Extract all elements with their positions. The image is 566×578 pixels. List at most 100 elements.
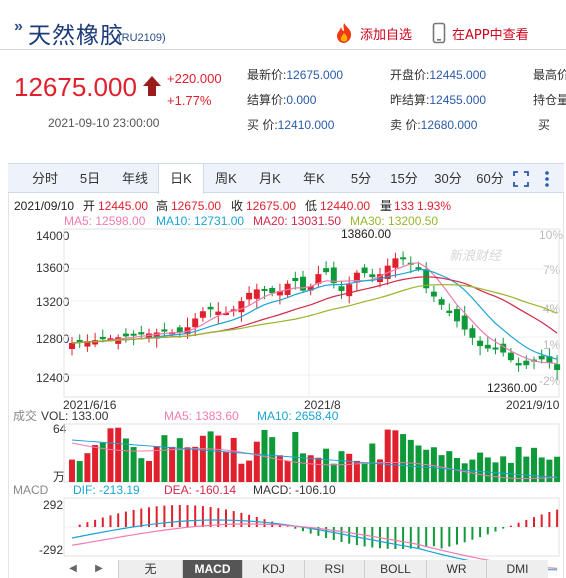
candle-body [323, 268, 330, 273]
candle-body [477, 340, 484, 347]
quote-item-prev-settle: 昨结算:12455.000 [390, 93, 487, 107]
indicator-tab-macd[interactable]: MACD [182, 560, 242, 578]
candle-body [269, 288, 276, 294]
macd-bar [155, 506, 158, 527]
macd-bar [540, 514, 543, 527]
indicator-tab-dmi[interactable]: DMI [486, 560, 548, 578]
tab-30min[interactable]: 30分 [434, 171, 462, 186]
macd-bar [163, 505, 166, 527]
contract-code: (RU2109) [118, 32, 166, 44]
volume-bar [377, 459, 383, 482]
volume-bar [323, 448, 330, 482]
kline-info-vol-label: 量 [380, 199, 392, 213]
price-change: +220.000 [167, 71, 222, 86]
scroll-left-arrow-icon[interactable]: ◀ [69, 563, 77, 574]
macd-bar [509, 525, 512, 527]
volume-ma5: MA5: 1383.60 [164, 409, 239, 423]
volume-bar [315, 457, 322, 482]
macd-bar [109, 515, 112, 527]
tab-60min[interactable]: 60分 [476, 171, 504, 186]
candle-body [107, 338, 114, 341]
candle-body [300, 276, 306, 291]
candle-body [176, 327, 183, 333]
macd-bar [432, 527, 435, 547]
candle-body [369, 274, 376, 278]
volume-vol: VOL: 133.00 [41, 409, 109, 423]
macd-bar [117, 513, 120, 527]
tab-15min[interactable]: 15分 [390, 171, 418, 186]
volume-bar [477, 452, 484, 482]
scroll-right-arrow-icon[interactable]: ▶ [95, 563, 103, 574]
macd-bar [517, 522, 520, 527]
view-in-app-button[interactable]: 在APP中查看 [432, 22, 529, 44]
fullscreen-icon[interactable] [512, 170, 530, 188]
kline-info-open-label: 开 [83, 199, 95, 213]
tab-weekly-k[interactable]: 周K [215, 171, 237, 186]
macd-bar [94, 519, 97, 527]
macd-bar [425, 527, 428, 548]
add-favorite-button[interactable]: 添加自选 [334, 22, 412, 44]
volume-bar [276, 455, 283, 482]
macd-bar [294, 527, 297, 529]
kline-chart[interactable]: 2021/09/10 开 12445.00 高 12675.00 收 12675… [9, 193, 565, 578]
macd-bar [394, 527, 397, 549]
volume-y-unit: 万 [53, 470, 65, 484]
macd-bar [386, 527, 389, 549]
tab-intraday[interactable]: 分时 [31, 171, 58, 186]
macd-bar [402, 527, 405, 549]
candle-body [554, 364, 561, 371]
view-in-app-label: 在APP中查看 [452, 27, 529, 43]
kline-plot-frame [63, 228, 560, 398]
macd-bar [171, 505, 174, 527]
price-up-arrow-icon [143, 76, 161, 96]
candle-body [446, 310, 453, 314]
macd-bar [525, 519, 528, 527]
phone-icon [432, 22, 446, 44]
indicator-tab-kdj[interactable]: KDJ [242, 560, 304, 578]
volume-bar [92, 445, 99, 482]
macd-bar [209, 506, 212, 527]
ma20-legend: MA20: 13031.50 [253, 214, 341, 228]
y-tick-12400: 12400 [36, 371, 70, 385]
macd-bar [240, 512, 243, 527]
indicator-tab-wr[interactable]: WR [426, 560, 486, 578]
volume-bar [223, 451, 229, 482]
candle-body [392, 258, 399, 268]
macd-bar [148, 507, 150, 527]
volume-bar [153, 446, 160, 482]
max-price-label: 13860.00 [341, 227, 391, 241]
candle-body [315, 274, 322, 284]
indicator-tab-none[interactable]: 无 [118, 560, 182, 578]
tab-year-line[interactable]: 年线 [121, 171, 148, 186]
quote-item-bid: 买 价:12410.000 [247, 118, 335, 132]
tab-daily-k[interactable]: 日K [158, 164, 204, 194]
volume-bar [400, 434, 407, 482]
kline-info-low: 12440.00 [320, 199, 370, 213]
pct-tick-1: 1% [543, 338, 561, 352]
macd-bar [494, 527, 497, 532]
candle-body [76, 339, 83, 343]
candle-body [500, 343, 507, 353]
candle-body [346, 284, 353, 297]
ma10-legend: MA10: 12731.00 [156, 214, 244, 228]
quote-item-open-interest: 持仓量 [533, 93, 566, 107]
candle-body [415, 267, 422, 270]
volume-bar [361, 462, 368, 482]
tab-monthly-k[interactable]: 月K [259, 171, 281, 186]
more-options-icon[interactable] [540, 169, 554, 189]
indicator-tab-rsi[interactable]: RSI [304, 560, 364, 578]
macd-bar [502, 527, 505, 529]
add-favorite-label: 添加自选 [360, 27, 413, 43]
kline-info-vol: 133 [394, 199, 414, 213]
volume-bar [515, 446, 522, 482]
indicator-tab-boll[interactable]: BOLL [364, 560, 426, 578]
tab-yearly-k[interactable]: 年K [303, 171, 325, 186]
kline-info-open: 12445.00 [98, 199, 148, 213]
tab-5min[interactable]: 5分 [350, 171, 372, 186]
macd-bar [463, 527, 466, 543]
tab-5day[interactable]: 5日 [79, 171, 101, 186]
breadcrumb-arrows-icon[interactable]: » [14, 18, 23, 35]
macd-bar [286, 526, 289, 527]
candle-body [523, 360, 530, 366]
candle-body [207, 306, 214, 310]
